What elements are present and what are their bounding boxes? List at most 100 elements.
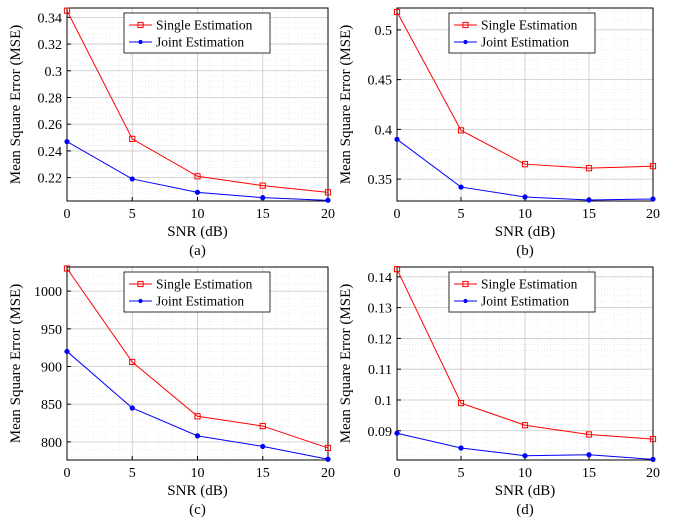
data-point: [649, 163, 657, 170]
y-tick-label: 0.09: [368, 425, 393, 440]
x-tick-label: 20: [321, 466, 335, 481]
y-tick-label: 0.26: [38, 118, 63, 133]
y-tick-label: 0.45: [368, 74, 393, 89]
data-point: [394, 136, 400, 142]
series-line: [66, 10, 329, 193]
series-single-estimation: [393, 266, 657, 443]
data-point: [521, 422, 529, 429]
data-point: [394, 430, 400, 436]
series-joint-estimation: [394, 136, 656, 203]
grid: [396, 267, 654, 460]
legend-label: Single Estimation: [156, 18, 253, 33]
series-line: [396, 268, 654, 440]
y-tick-label: 0.1: [375, 394, 393, 409]
x-tick-label: 15: [256, 466, 270, 481]
y-tick-label: 0.24: [38, 145, 63, 160]
series-single-estimation: [63, 7, 332, 196]
data-point: [129, 405, 135, 411]
legend: Single Estimation Joint Estimation: [448, 12, 596, 54]
legend-label: Single Estimation: [481, 277, 578, 292]
data-point: [259, 182, 266, 189]
legend-marker: [138, 298, 143, 304]
x-tick-label: 5: [458, 466, 465, 481]
legend-marker: [137, 280, 144, 288]
data-point: [194, 173, 201, 180]
y-tick-label: 800: [41, 436, 62, 451]
x-axis-label: SNR (dB): [167, 483, 227, 499]
y-tick-label: 850: [41, 398, 62, 413]
x-tick-label: 20: [646, 207, 660, 222]
x-tick-label: 10: [191, 466, 205, 481]
data-point: [457, 399, 465, 407]
y-tick-label: 0.34: [38, 11, 63, 26]
data-point: [129, 135, 136, 142]
x-tick-label: 0: [64, 207, 71, 222]
data-point: [194, 189, 201, 195]
panel-caption: (a): [189, 243, 206, 259]
legend-box: [123, 12, 271, 54]
data-point: [324, 444, 332, 452]
data-point: [585, 165, 593, 172]
y-axis-label: Mean Square Error (MSE): [338, 284, 354, 444]
y-tick-label: 0.3: [45, 65, 63, 80]
data-point: [521, 161, 529, 168]
chart-panel-3: 0 5 10 15 20 800 850 900 950 1000 SNR (dB) Mean Squ…: [8, 265, 335, 518]
data-point: [458, 184, 464, 190]
y-tick-label: 0.5: [375, 24, 393, 39]
data-point: [585, 431, 593, 438]
legend-label: Joint Estimation: [156, 294, 244, 309]
legend: Single Estimation Joint Estimation: [448, 271, 596, 313]
series-joint-estimation: [64, 138, 331, 203]
chart-panel-1: 0 5 10 15 20 0.22 0.24 0.26 0.28 0.3 0.32 0.34 SNR (…: [8, 7, 335, 259]
data-point: [129, 358, 136, 366]
data-point: [650, 456, 656, 462]
data-point: [649, 435, 657, 443]
data-point: [194, 413, 201, 420]
x-tick-label: 10: [518, 207, 532, 222]
data-point: [64, 138, 70, 145]
y-tick-label: 0.13: [368, 302, 393, 317]
x-tick-label: 15: [256, 207, 270, 222]
legend-label: Joint Estimation: [481, 294, 569, 309]
y-tick-label: 900: [41, 361, 62, 376]
x-tick-label: 0: [394, 466, 401, 481]
data-point: [260, 443, 266, 450]
chart-panel-4: 0 5 10 15 20 0.09 0.1 0.11 0.12 0.13 0.14 SNR (dB) M…: [338, 266, 660, 518]
y-tick-label: 0.35: [368, 173, 393, 188]
series-single-estimation: [63, 265, 332, 452]
data-point: [393, 266, 401, 273]
x-tick-label: 10: [518, 466, 532, 481]
data-point: [457, 127, 465, 134]
x-tick-label: 10: [191, 207, 205, 222]
series-line: [66, 268, 329, 449]
legend-label: Single Estimation: [156, 277, 253, 292]
series-line: [396, 11, 654, 169]
y-axis-label: Mean Square Error (MSE): [8, 25, 24, 185]
y-axis-label: Mean Square Error (MSE): [338, 25, 354, 185]
panel-caption: (d): [516, 502, 534, 518]
legend: Single Estimation Joint Estimation: [123, 271, 271, 313]
y-tick-label: 950: [41, 323, 62, 338]
x-axis-label: SNR (dB): [167, 224, 227, 240]
data-point: [325, 456, 331, 462]
data-point: [393, 8, 401, 16]
data-point: [586, 452, 592, 458]
x-tick-label: 20: [321, 207, 335, 222]
x-tick-label: 0: [64, 466, 71, 481]
x-tick-label: 20: [646, 466, 660, 481]
data-point: [522, 453, 528, 459]
data-point: [63, 265, 71, 272]
legend-label: Single Estimation: [481, 18, 578, 33]
legend-marker: [462, 280, 469, 288]
data-point: [260, 195, 266, 201]
y-tick-label: 0.12: [368, 332, 393, 347]
y-tick-label: 0.11: [368, 363, 392, 378]
x-tick-label: 15: [582, 207, 596, 222]
y-tick-label: 0.14: [368, 271, 393, 286]
x-axis-label: SNR (dB): [495, 224, 555, 240]
legend: Single Estimation Joint Estimation: [123, 12, 271, 54]
chart-panel-2: 0 5 10 15 20 0.35 0.4 0.45 0.5 SNR (dB) Mean Squar…: [338, 7, 660, 259]
panel-caption: (c): [189, 502, 206, 518]
legend-marker: [463, 39, 468, 45]
y-tick-label: 0.32: [38, 38, 63, 53]
